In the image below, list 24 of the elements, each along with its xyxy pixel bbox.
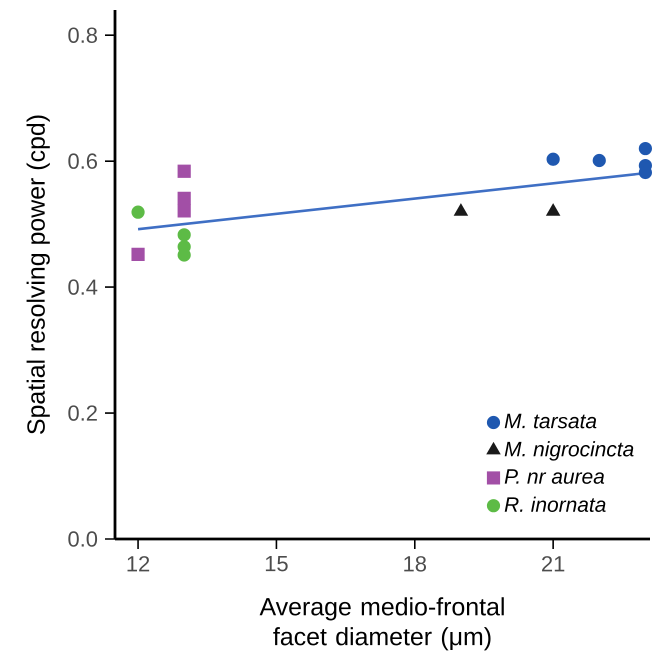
- point: [131, 248, 145, 261]
- x-tick-label: 15: [266, 556, 288, 572]
- point: [178, 192, 191, 205]
- legend-label: R. inornata: [504, 496, 606, 512]
- x-tick-label: 21: [542, 556, 564, 572]
- legend-label: P. nr aurea: [504, 469, 604, 484]
- y-axis-title: Spatial resolving power (cpd): [26, 116, 50, 434]
- y-tick-label: 0.4: [68, 279, 98, 295]
- point: [546, 152, 560, 166]
- point: [638, 142, 652, 156]
- point: [592, 154, 606, 168]
- y-tick-label: 0.6: [68, 153, 97, 169]
- point: [178, 204, 191, 218]
- y-tick-label: 0.0: [68, 531, 98, 547]
- y-tick-label: 0.2: [68, 405, 97, 421]
- legend-label: M. nigrocincta: [504, 441, 634, 461]
- x-tick-label: 18: [404, 556, 426, 572]
- point: [131, 206, 145, 219]
- legend-label: M. tarsata: [504, 414, 596, 428]
- x-axis-title: Average medio-frontal facet diameter (μm): [260, 597, 504, 650]
- y-tick-label: 0.8: [68, 27, 97, 43]
- x-tick-label: 12: [128, 556, 150, 572]
- point: [178, 228, 191, 242]
- point: [178, 164, 191, 178]
